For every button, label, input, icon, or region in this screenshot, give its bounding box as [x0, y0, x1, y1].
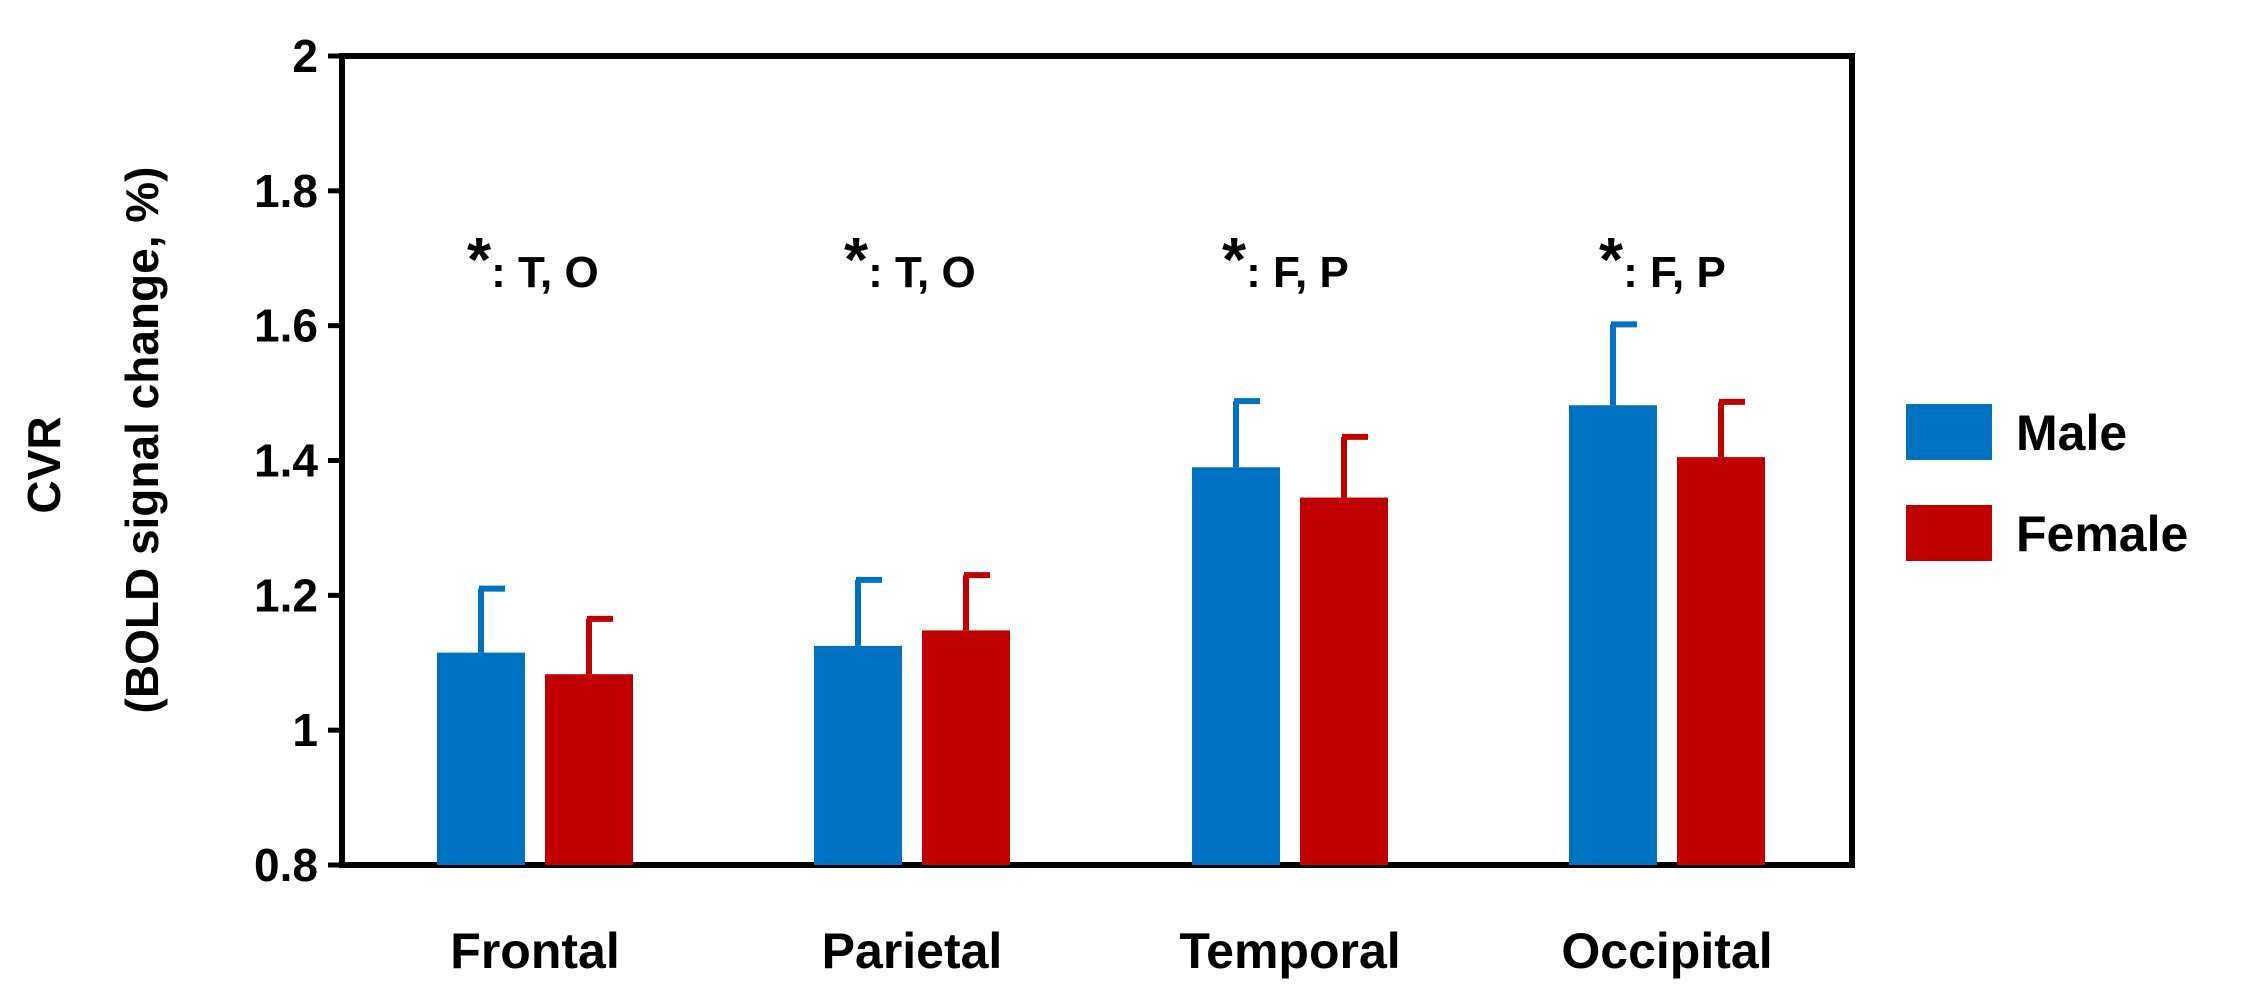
annotation-text: : T, O — [868, 248, 976, 297]
bar-female-frontal — [545, 674, 633, 865]
bar-male-parietal — [814, 645, 902, 865]
bar-male-temporal — [1192, 467, 1280, 865]
y-tick-label: 2 — [292, 30, 318, 82]
legend-label-male: Male — [2016, 405, 2127, 461]
annotation-text: : F, P — [1623, 248, 1726, 297]
x-tick-label-frontal: Frontal — [450, 923, 619, 979]
annotation-frontal: *: T, O — [467, 226, 599, 297]
annotation-star: * — [1222, 226, 1247, 295]
y-tick-label: 1.8 — [254, 165, 318, 217]
y-tick-label: 1.4 — [254, 435, 318, 487]
bar-female-temporal — [1300, 497, 1388, 865]
legend-swatch-male — [1906, 404, 1992, 460]
y-axis-label-line2: (BOLD signal change, %) — [116, 167, 168, 714]
legend-swatch-female — [1906, 505, 1992, 561]
x-tick-label-parietal: Parietal — [822, 923, 1003, 979]
y-tick-label: 0.8 — [254, 839, 318, 891]
annotation-star: * — [1599, 226, 1624, 295]
annotation-occipital: *: F, P — [1599, 226, 1726, 297]
annotation-star: * — [844, 226, 869, 295]
y-tick-label: 1 — [292, 704, 318, 756]
y-axis-label-line1: CVR — [18, 416, 70, 513]
annotation-text: : T, O — [491, 248, 599, 297]
bar-female-occipital — [1677, 457, 1765, 865]
annotation-star: * — [467, 226, 492, 295]
annotation-parietal: *: T, O — [844, 226, 976, 297]
legend-label-female: Female — [2016, 506, 2188, 562]
annotation-temporal: *: F, P — [1222, 226, 1349, 297]
legend: Male Female — [1906, 404, 2188, 562]
bar-female-parietal — [922, 630, 1010, 865]
x-tick-label-temporal: Temporal — [1179, 923, 1400, 979]
x-tick-label-occipital: Occipital — [1561, 923, 1772, 979]
bar-male-frontal — [437, 652, 525, 865]
y-tick-label: 1.2 — [254, 569, 318, 621]
plot-area: 0.8 1 1.2 1.4 1.6 1.8 2 Frontal Parietal Temporal… — [254, 30, 1855, 979]
annotation-text: : F, P — [1246, 248, 1349, 297]
y-tick-label: 1.6 — [254, 300, 318, 352]
bar-male-occipital — [1569, 405, 1657, 865]
